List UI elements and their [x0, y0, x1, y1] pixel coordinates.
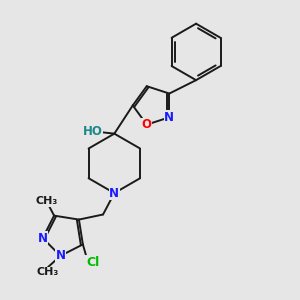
Text: O: O — [142, 118, 152, 131]
Text: N: N — [164, 111, 174, 124]
Text: CH₃: CH₃ — [35, 196, 58, 206]
Text: Cl: Cl — [86, 256, 99, 269]
Text: N: N — [56, 249, 65, 262]
Text: HO: HO — [83, 125, 103, 138]
Text: CH₃: CH₃ — [36, 268, 58, 278]
Text: N: N — [109, 187, 119, 200]
Text: N: N — [38, 232, 48, 244]
